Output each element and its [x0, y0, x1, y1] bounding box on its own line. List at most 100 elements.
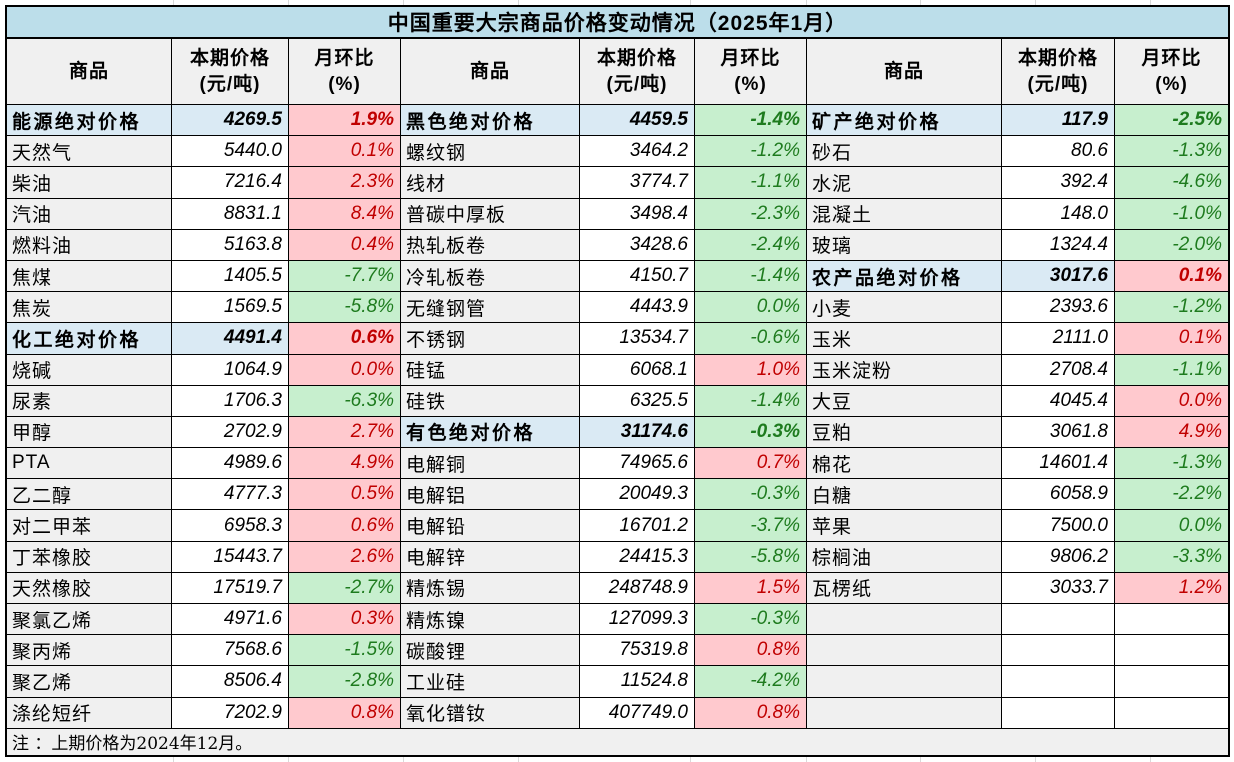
mom-change-cell[interactable]: -1.1%: [695, 167, 807, 199]
price-cell[interactable]: 11524.8: [580, 666, 695, 698]
commodity-cell[interactable]: 水泥: [807, 167, 1002, 199]
price-cell[interactable]: 4045.4: [1002, 385, 1115, 417]
mom-change-cell[interactable]: 0.1%: [1115, 260, 1228, 293]
commodity-cell[interactable]: 苹果: [807, 510, 1002, 542]
price-cell[interactable]: 6325.5: [580, 385, 695, 417]
commodity-cell[interactable]: 焦炭: [7, 292, 172, 324]
commodity-cell[interactable]: 柴油: [7, 167, 172, 199]
commodity-cell[interactable]: 天然气: [7, 136, 172, 168]
mom-change-cell[interactable]: 0.5%: [289, 479, 401, 511]
price-cell[interactable]: 74965.6: [580, 448, 695, 480]
commodity-cell[interactable]: PTA: [7, 448, 172, 480]
mom-change-cell[interactable]: -3.7%: [695, 510, 807, 542]
footnote[interactable]: 注 ：上期价格为2024年12月。: [7, 728, 1228, 755]
commodity-cell[interactable]: 白糖: [807, 479, 1002, 511]
price-cell[interactable]: 8506.4: [172, 666, 289, 698]
category-commodity-cell[interactable]: 黑色绝对价格: [401, 105, 580, 137]
commodity-cell[interactable]: 天然橡胶: [7, 572, 172, 604]
mom-change-cell[interactable]: -1.3%: [1115, 448, 1228, 480]
commodity-cell[interactable]: 冷轧板卷: [401, 260, 580, 293]
mom-change-cell[interactable]: 8.4%: [289, 198, 401, 230]
price-cell[interactable]: 2393.6: [1002, 292, 1115, 324]
price-cell[interactable]: 5163.8: [172, 229, 289, 261]
price-cell[interactable]: 4443.9: [580, 292, 695, 324]
mom-change-cell[interactable]: 0.8%: [695, 635, 807, 667]
mom-change-cell[interactable]: -1.2%: [1115, 292, 1228, 324]
mom-change-cell[interactable]: [1115, 635, 1228, 667]
price-cell[interactable]: 3498.4: [580, 198, 695, 230]
price-cell[interactable]: 2111.0: [1002, 323, 1115, 355]
price-cell[interactable]: [1002, 635, 1115, 667]
commodity-cell[interactable]: 棕榈油: [807, 541, 1002, 573]
commodity-cell[interactable]: 电解锌: [401, 541, 580, 573]
commodity-cell[interactable]: 电解铅: [401, 510, 580, 542]
mom-change-cell[interactable]: -2.0%: [1115, 229, 1228, 261]
mom-change-cell[interactable]: -2.2%: [1115, 479, 1228, 511]
price-cell[interactable]: 392.4: [1002, 167, 1115, 199]
mom-change-cell[interactable]: 4.9%: [289, 448, 401, 480]
mom-change-cell[interactable]: -4.2%: [695, 666, 807, 698]
header-commodity[interactable]: 商品: [807, 39, 1002, 105]
mom-change-cell[interactable]: -7.7%: [289, 260, 401, 293]
price-cell[interactable]: 4777.3: [172, 479, 289, 511]
mom-change-cell[interactable]: -0.6%: [695, 323, 807, 355]
commodity-cell[interactable]: 电解铜: [401, 448, 580, 480]
price-cell[interactable]: 407749.0: [580, 697, 695, 729]
commodity-cell[interactable]: 线材: [401, 167, 580, 199]
commodity-cell[interactable]: 豆粕: [807, 416, 1002, 449]
commodity-cell[interactable]: 混凝土: [807, 198, 1002, 230]
commodity-cell[interactable]: 涤纶短纤: [7, 697, 172, 729]
price-cell[interactable]: 20049.3: [580, 479, 695, 511]
commodity-cell[interactable]: 尿素: [7, 385, 172, 417]
price-cell[interactable]: 4150.7: [580, 260, 695, 293]
price-cell[interactable]: 7216.4: [172, 167, 289, 199]
mom-change-cell[interactable]: -1.3%: [1115, 136, 1228, 168]
category-commodity-cell[interactable]: 能源绝对价格: [7, 105, 172, 137]
mom-change-cell[interactable]: 2.6%: [289, 541, 401, 573]
price-cell[interactable]: 1324.4: [1002, 229, 1115, 261]
category-commodity-cell[interactable]: 有色绝对价格: [401, 416, 580, 449]
header-mom-change[interactable]: 月环比 (%): [695, 39, 807, 105]
mom-change-cell[interactable]: 1.0%: [695, 354, 807, 386]
commodity-cell[interactable]: 燃料油: [7, 229, 172, 261]
commodity-cell[interactable]: 电解铝: [401, 479, 580, 511]
mom-change-cell[interactable]: 0.4%: [289, 229, 401, 261]
price-cell[interactable]: 6058.9: [1002, 479, 1115, 511]
mom-change-cell[interactable]: -1.5%: [289, 635, 401, 667]
mom-change-cell[interactable]: 1.9%: [289, 105, 401, 137]
commodity-cell[interactable]: [807, 666, 1002, 698]
mom-change-cell[interactable]: 0.8%: [289, 697, 401, 729]
price-cell[interactable]: 16701.2: [580, 510, 695, 542]
mom-change-cell[interactable]: 0.1%: [289, 136, 401, 168]
commodity-cell[interactable]: 精炼镍: [401, 604, 580, 636]
mom-change-cell[interactable]: -5.8%: [289, 292, 401, 324]
mom-change-cell[interactable]: -6.3%: [289, 385, 401, 417]
mom-change-cell[interactable]: 1.5%: [695, 572, 807, 604]
price-cell[interactable]: 14601.4: [1002, 448, 1115, 480]
commodity-cell[interactable]: 丁苯橡胶: [7, 541, 172, 573]
mom-change-cell[interactable]: -1.4%: [695, 260, 807, 293]
commodity-cell[interactable]: 碳酸锂: [401, 635, 580, 667]
commodity-cell[interactable]: 乙二醇: [7, 479, 172, 511]
mom-change-cell[interactable]: -0.3%: [695, 479, 807, 511]
price-cell[interactable]: 24415.3: [580, 541, 695, 573]
price-cell[interactable]: 4989.6: [172, 448, 289, 480]
commodity-cell[interactable]: 对二甲苯: [7, 510, 172, 542]
mom-change-cell[interactable]: -2.4%: [695, 229, 807, 261]
header-commodity[interactable]: 商品: [401, 39, 580, 105]
category-commodity-cell[interactable]: 矿产绝对价格: [807, 105, 1002, 137]
price-cell[interactable]: 17519.7: [172, 572, 289, 604]
commodity-cell[interactable]: 螺纹钢: [401, 136, 580, 168]
price-cell[interactable]: 3428.6: [580, 229, 695, 261]
price-cell[interactable]: 6958.3: [172, 510, 289, 542]
mom-change-cell[interactable]: [1115, 697, 1228, 729]
price-cell[interactable]: 3017.6: [1002, 260, 1115, 293]
mom-change-cell[interactable]: -1.1%: [1115, 354, 1228, 386]
category-commodity-cell[interactable]: 化工绝对价格: [7, 323, 172, 355]
price-cell[interactable]: 1706.3: [172, 385, 289, 417]
mom-change-cell[interactable]: 0.0%: [1115, 385, 1228, 417]
price-cell[interactable]: 1405.5: [172, 260, 289, 293]
mom-change-cell[interactable]: 0.8%: [695, 697, 807, 729]
mom-change-cell[interactable]: -0.3%: [695, 604, 807, 636]
mom-change-cell[interactable]: 1.2%: [1115, 572, 1228, 604]
